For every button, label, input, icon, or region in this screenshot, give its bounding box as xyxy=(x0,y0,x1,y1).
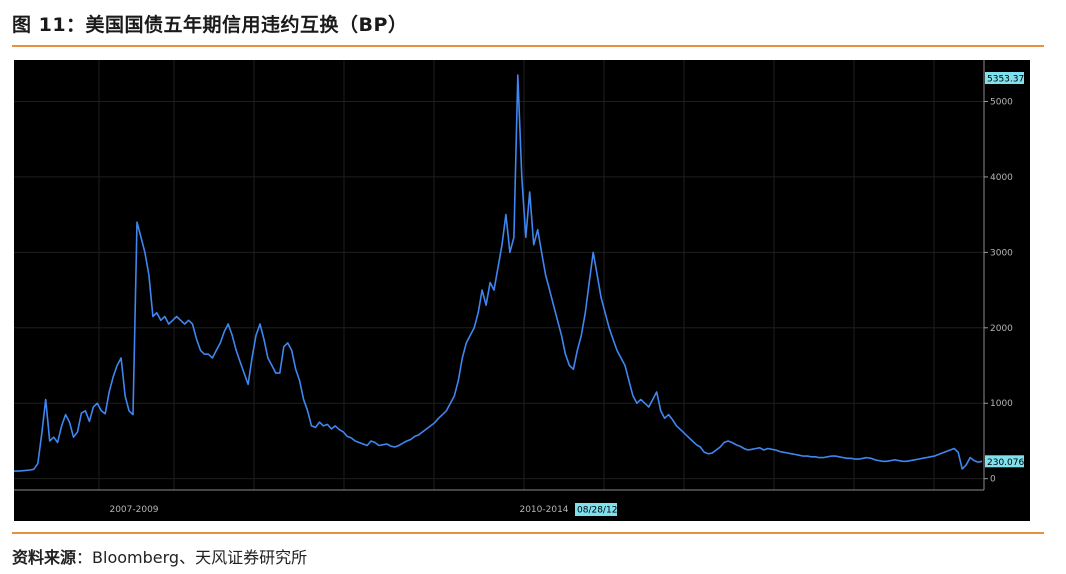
x-period-label-2: 2010-2014 xyxy=(519,505,568,515)
footer-rule xyxy=(12,532,1044,534)
source-label: 资料来源 xyxy=(12,548,77,567)
last-value-label: 230.076 xyxy=(987,458,1024,468)
max-value-tag: 5353.375 xyxy=(985,72,1030,85)
chart-panel: 0 1000 2000 3000 4000 5000 5353.375 230.076 2… xyxy=(14,60,1030,521)
y-tick-label-3: 3000 xyxy=(990,248,1013,258)
x-period-label-1: 2007-2009 xyxy=(109,505,158,515)
cds-line-chart: 0 1000 2000 3000 4000 5000 5353.375 230.076 2… xyxy=(14,60,1030,516)
source-note: 资料来源：Bloomberg、天风证券研究所 xyxy=(12,544,307,568)
date-tag: 08/28/12 xyxy=(575,503,617,516)
date-tag-bg xyxy=(575,503,617,516)
y-tick-label-4: 4000 xyxy=(990,173,1013,183)
header-rule xyxy=(12,45,1044,47)
source-text: Bloomberg、天风证券研究所 xyxy=(92,548,308,567)
y-tick-label-5: 5000 xyxy=(990,97,1013,107)
max-value-tag-bg xyxy=(985,72,1024,84)
y-tick-label-1: 1000 xyxy=(990,399,1013,409)
axes xyxy=(14,60,985,491)
gridlines xyxy=(14,60,984,490)
y-tick-label-2: 2000 xyxy=(990,324,1013,334)
y-tick-label-0: 0 xyxy=(990,475,996,485)
y-ticks: 0 1000 2000 3000 4000 5000 xyxy=(984,97,1013,485)
source-separator: ： xyxy=(76,548,93,567)
date-tag-label: 08/28/12 xyxy=(577,506,617,516)
max-value-label: 5353.375 xyxy=(987,75,1030,85)
cds-series-line xyxy=(14,74,983,472)
figure-title: 图 11：美国国债五年期信用违约互换（BP） xyxy=(12,14,408,36)
last-value-tag: 230.076 xyxy=(985,455,1024,468)
last-value-tag-bg xyxy=(985,455,1024,468)
